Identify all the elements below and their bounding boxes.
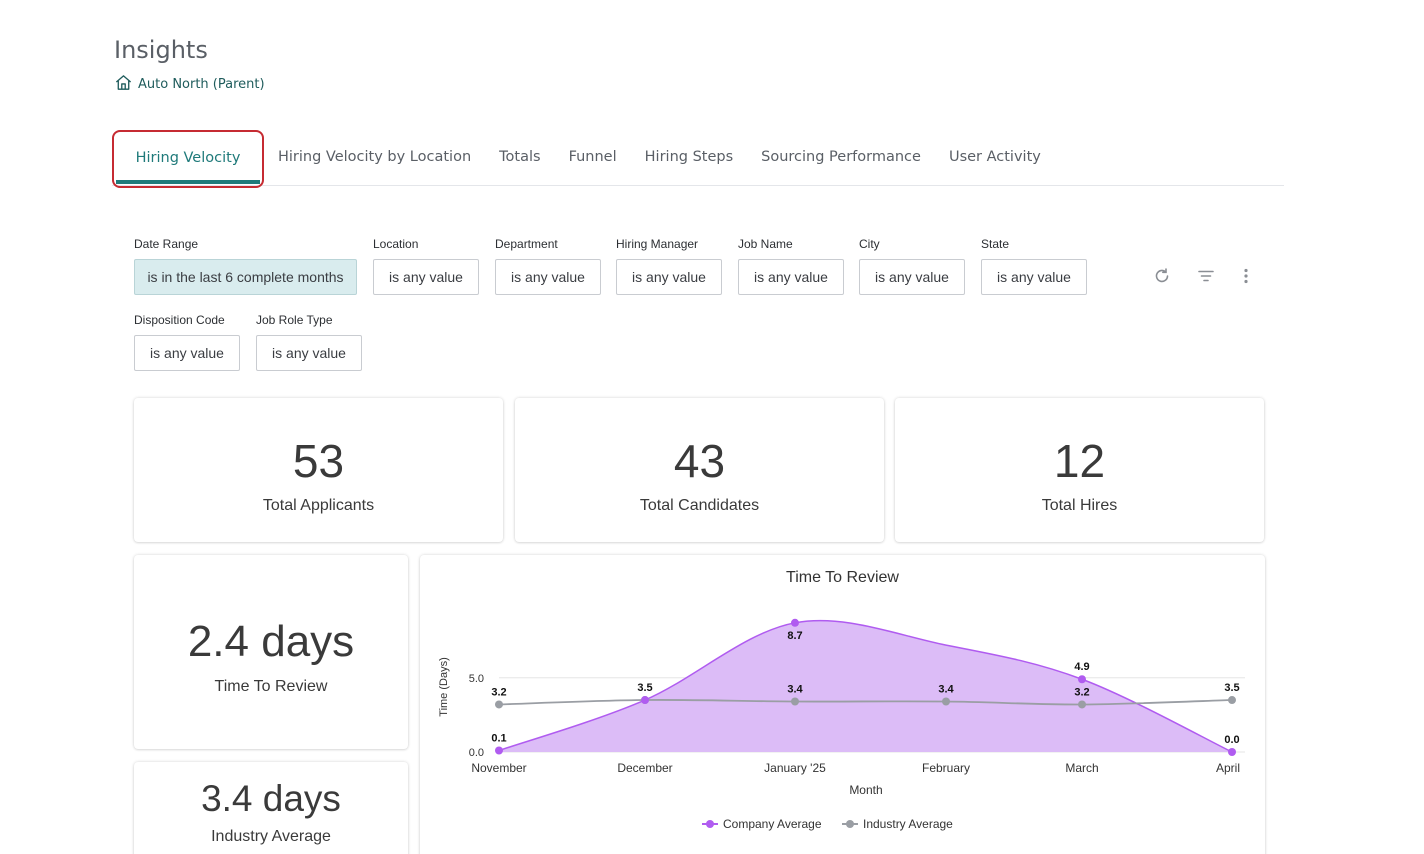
tab-bar: Hiring Velocity Hiring Velocity by Locat… (112, 130, 1284, 188)
job-name-label: Job Name (738, 237, 793, 251)
y-tick-label: 5.0 (469, 673, 484, 685)
company-average-data-label: 0.1 (491, 733, 506, 745)
legend-industry-average-dot[interactable] (846, 820, 854, 828)
industry-average-data-label: 3.5 (637, 682, 652, 694)
total-candidates-card: 43 Total Candidates (515, 398, 884, 542)
city-label: City (859, 237, 880, 251)
x-tick-label: December (617, 761, 672, 775)
tab-hiring-steps[interactable]: Hiring Steps (644, 149, 734, 165)
industry-average-point (942, 697, 950, 706)
tab-hiring-velocity[interactable]: Hiring Velocity (112, 130, 264, 188)
x-tick-label: November (471, 761, 526, 775)
department-label: Department (495, 237, 558, 251)
industry-average-card: 3.4 days Industry Average (134, 762, 408, 854)
date-range-filter[interactable]: is in the last 6 complete months (134, 259, 357, 295)
total-applicants-card: 53 Total Applicants (134, 398, 503, 542)
industry-average-data-label: 3.5 (1224, 682, 1239, 694)
industry-average-point (495, 700, 503, 709)
job-role-type-label: Job Role Type (256, 313, 333, 327)
total-hires-value: 12 (1053, 435, 1106, 487)
industry-average-data-label: 3.2 (1074, 686, 1089, 698)
department-filter[interactable]: is any value (495, 259, 601, 295)
company-average-data-label: 0.0 (1224, 734, 1239, 746)
chart-title: Time To Review (786, 569, 899, 586)
breadcrumb-label[interactable]: Auto North (Parent) (138, 77, 265, 92)
tab-user-activity[interactable]: User Activity (948, 149, 1041, 165)
y-tick-label: 0.0 (469, 747, 484, 759)
city-filter[interactable]: is any value (859, 259, 965, 295)
industry-average-data-label: 3.4 (938, 684, 954, 696)
hiring-manager-label: Hiring Manager (616, 237, 699, 251)
breadcrumb[interactable]: Auto North (Parent) (114, 73, 265, 96)
industry-average-data-label: 3.2 (491, 686, 506, 698)
x-tick-label: March (1065, 761, 1098, 775)
disposition-code-filter[interactable]: is any value (134, 335, 240, 371)
industry-average-value: 3.4 days (201, 778, 341, 819)
company-average-line (498, 619, 1233, 753)
total-hires-card: 12 Total Hires (895, 398, 1264, 542)
industry-average-point (791, 697, 799, 706)
company-average-point (1078, 675, 1086, 684)
legend-company-average[interactable]: Company Average (723, 817, 822, 831)
company-average-point (641, 696, 649, 705)
time-to-review-card: 2.4 days Time To Review (134, 555, 408, 749)
filter-icon[interactable] (1196, 266, 1216, 286)
industry-average-label: Industry Average (211, 828, 331, 845)
tab-sourcing-performance[interactable]: Sourcing Performance (761, 149, 921, 165)
tab-funnel[interactable]: Funnel (568, 149, 617, 165)
job-name-filter[interactable]: is any value (738, 259, 844, 295)
refresh-icon[interactable] (1152, 266, 1172, 286)
industry-average-point (1228, 696, 1236, 705)
industry-average-data-label: 3.4 (787, 684, 803, 696)
x-tick-label: January '25 (764, 761, 826, 775)
company-average-data-label: 8.7 (787, 630, 802, 642)
total-applicants-value: 53 (292, 435, 345, 487)
total-candidates-value: 43 (673, 435, 726, 487)
hiring-manager-filter[interactable]: is any value (616, 259, 722, 295)
total-hires-label: Total Hires (1041, 497, 1118, 514)
state-label: State (981, 237, 1010, 251)
location-filter[interactable]: is any value (373, 259, 479, 295)
job-role-type-filter[interactable]: is any value (256, 335, 362, 371)
time-to-review-value: 2.4 days (187, 617, 355, 666)
total-applicants-label: Total Applicants (262, 497, 375, 514)
disposition-code-label: Disposition Code (134, 313, 225, 327)
total-candidates-label: Total Candidates (639, 497, 760, 514)
time-to-review-label: Time To Review (214, 678, 328, 695)
time-to-review-chart: 0.0 5.0 3.2 3.5 3.4 3.4 3.2 3.5 0.1 8.7 4.9 0.0 No… (438, 618, 1245, 831)
industry-average-line (498, 699, 1233, 706)
location-label: Location (373, 237, 419, 251)
date-range-label: Date Range (134, 237, 199, 251)
time-to-review-chart-card: Time To Review 0.0 5.0 3.2 3.5 3.4 3.4 3.2 3.5… (420, 555, 1265, 854)
x-axis-title: Month (849, 783, 882, 797)
company-average-point (495, 746, 503, 755)
industry-average-point (1078, 700, 1086, 709)
page-title: Insights (114, 36, 208, 64)
tab-hiring-velocity-by-location[interactable]: Hiring Velocity by Location (278, 149, 472, 165)
more-vertical-icon[interactable] (1236, 266, 1256, 286)
home-icon (114, 73, 133, 96)
company-average-area (499, 620, 1232, 752)
x-tick-label: February (922, 761, 970, 775)
legend-company-average-dot[interactable] (706, 820, 714, 828)
y-axis-title: Time (Days) (438, 657, 450, 716)
company-average-point (1228, 748, 1236, 756)
state-filter[interactable]: is any value (981, 259, 1087, 295)
company-average-point (791, 618, 799, 627)
tab-totals[interactable]: Totals (499, 149, 541, 165)
company-average-data-label: 4.9 (1074, 661, 1089, 673)
x-tick-label: April (1216, 761, 1240, 775)
legend-industry-average[interactable]: Industry Average (863, 817, 953, 831)
